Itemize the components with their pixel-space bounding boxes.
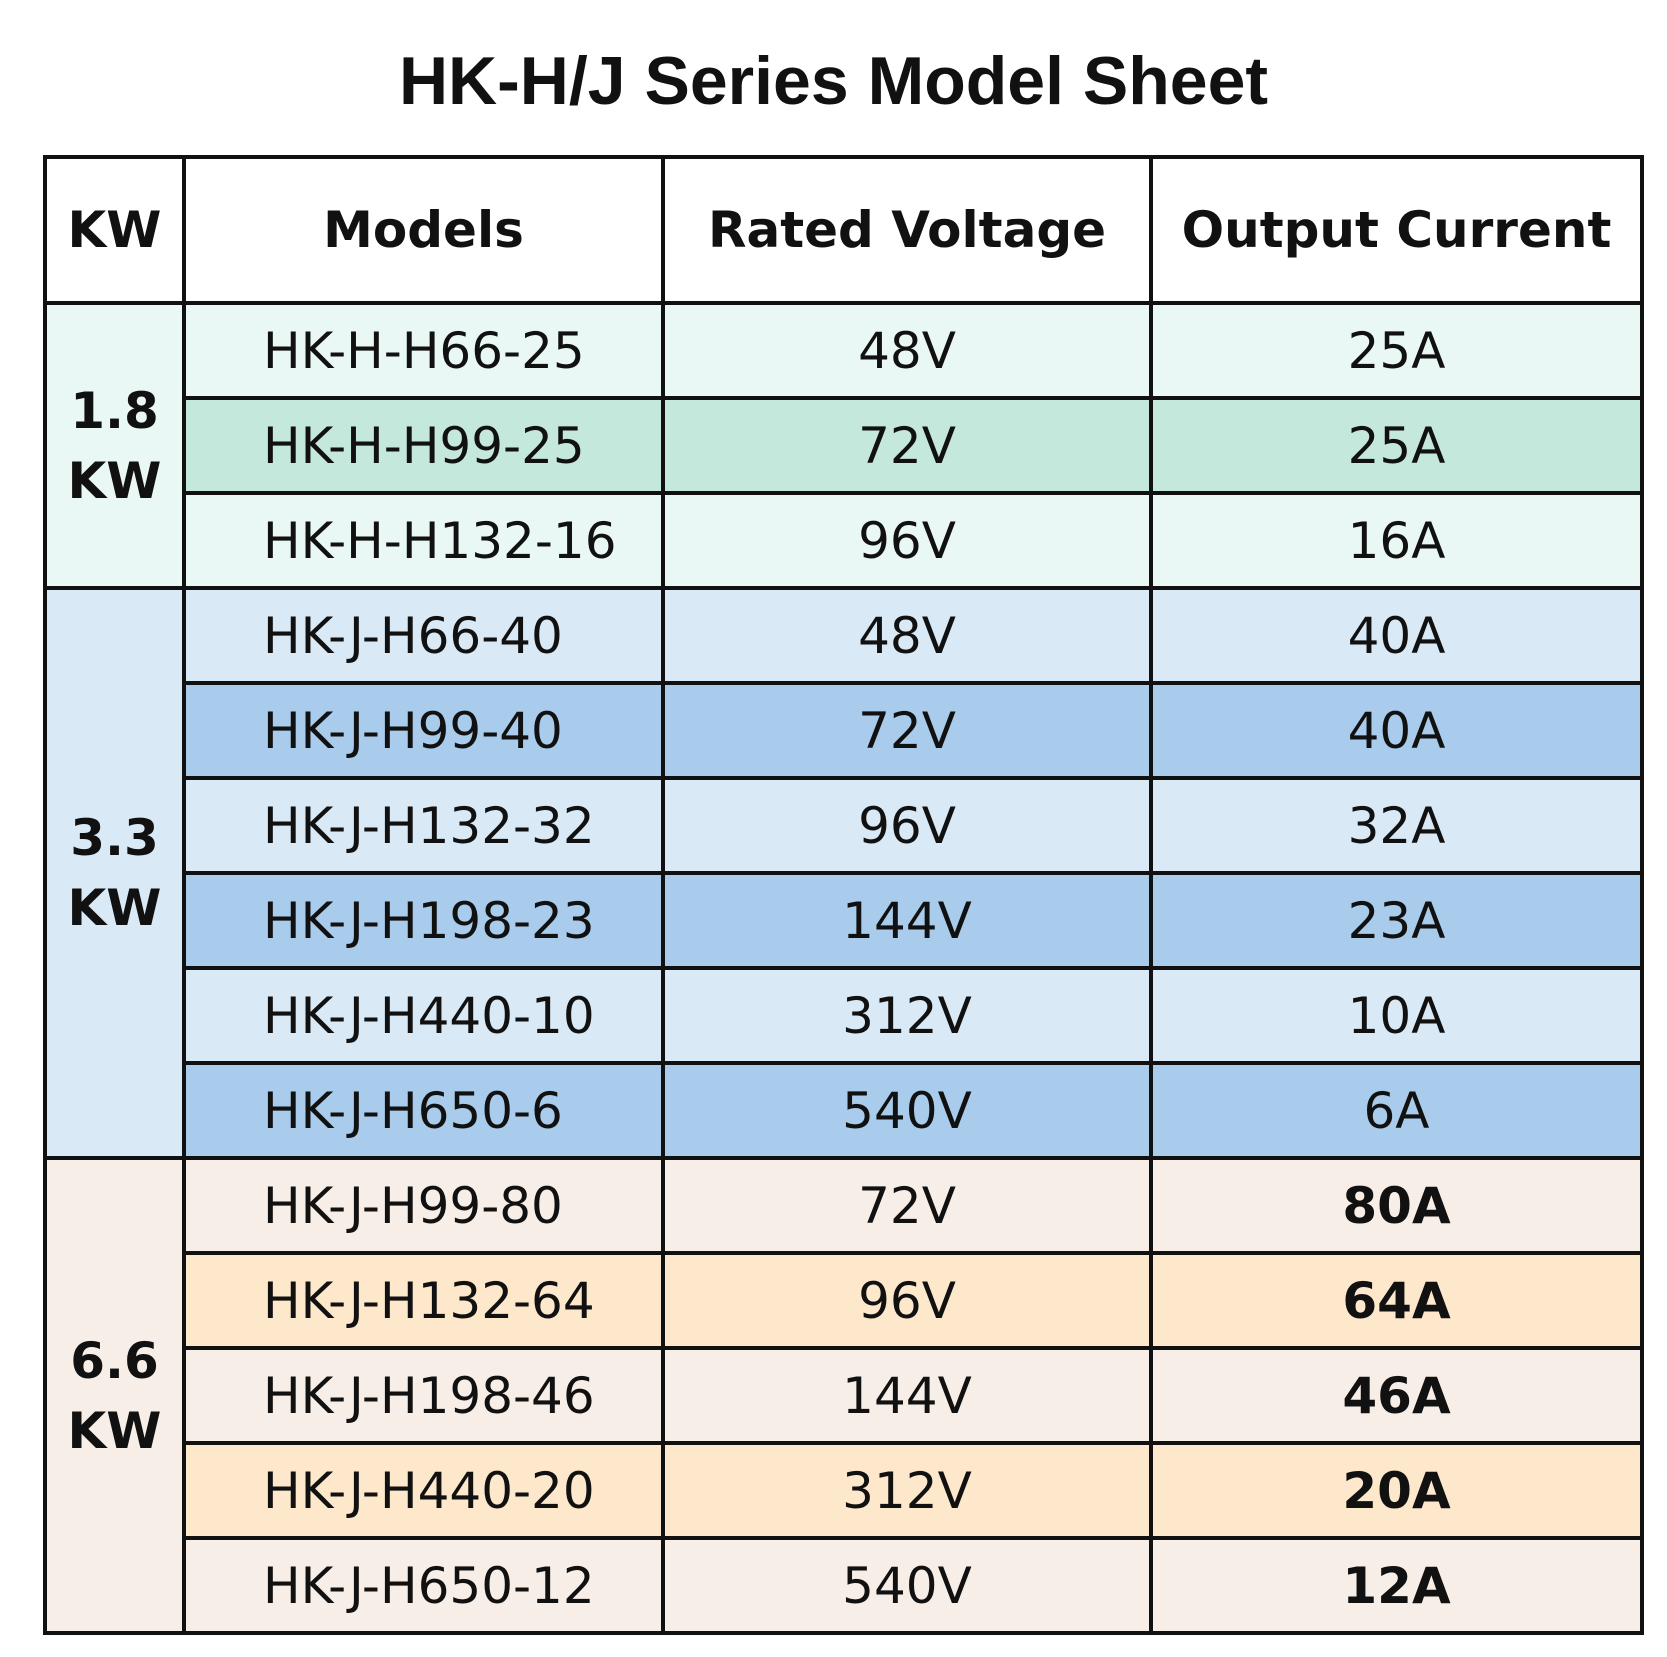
model-cell: HK-J-H66-40: [182, 586, 665, 685]
voltage-cell: 144V: [661, 1346, 1153, 1445]
voltage-cell: 540V: [661, 1061, 1153, 1160]
current-cell: 16A: [1149, 491, 1644, 590]
voltage-cell: 540V: [661, 1536, 1153, 1635]
table-body: 1.8 KW HK-H-H66-25 48V 25A HK-H-H99-25 72V 25A…: [43, 301, 1644, 1635]
model-cell: HK-J-H99-80: [182, 1156, 665, 1255]
kw-cell: 6.6 KW: [43, 1156, 186, 1635]
table-row: HK-J-H132-32 96V 32A: [45, 776, 1644, 875]
table-row: HK-J-H650-6 540V 6A: [45, 1061, 1644, 1160]
current-cell: 20A: [1149, 1441, 1644, 1540]
table-row: HK-J-H440-20 312V 20A: [45, 1441, 1644, 1540]
model-cell: HK-J-H132-64: [182, 1251, 665, 1350]
current-cell: 46A: [1149, 1346, 1644, 1445]
model-cell: HK-J-H440-20: [182, 1441, 665, 1540]
current-cell: 80A: [1149, 1156, 1644, 1255]
column-header: Rated Voltage: [661, 155, 1153, 305]
model-cell: HK-J-H198-23: [182, 871, 665, 970]
current-cell: 12A: [1149, 1536, 1644, 1635]
current-cell: 23A: [1149, 871, 1644, 970]
table-row: HK-J-H650-12 540V 12A: [45, 1536, 1644, 1635]
column-header: Models: [182, 155, 665, 305]
header-row: KW Models Rated Voltage Output Current: [43, 155, 1644, 305]
voltage-cell: 72V: [661, 396, 1153, 495]
table-row: HK-J-H440-10 312V 10A: [45, 966, 1644, 1065]
model-cell: HK-J-H650-12: [182, 1536, 665, 1635]
current-cell: 25A: [1149, 301, 1644, 400]
current-cell: 32A: [1149, 776, 1644, 875]
current-cell: 40A: [1149, 681, 1644, 780]
model-table: KW Models Rated Voltage Output Current 1.8 …: [43, 155, 1644, 1635]
voltage-cell: 48V: [661, 586, 1153, 685]
table-row: 1.8 KW HK-H-H66-25 48V 25A: [43, 301, 1644, 590]
model-cell: HK-J-H440-10: [182, 966, 665, 1065]
table-row: HK-H-H99-25 72V 25A: [45, 396, 1644, 495]
voltage-cell: 312V: [661, 1441, 1153, 1540]
column-header: KW: [43, 155, 186, 305]
table-row: 3.3 KW HK-J-H66-40 48V 40A: [43, 586, 1644, 1160]
voltage-cell: 96V: [661, 1251, 1153, 1350]
voltage-cell: 72V: [661, 681, 1153, 780]
table-row: HK-J-H132-64 96V 64A: [45, 1251, 1644, 1350]
current-cell: 40A: [1149, 586, 1644, 685]
voltage-cell: 144V: [661, 871, 1153, 970]
kw-cell: 1.8 KW: [43, 301, 186, 590]
model-cell: HK-H-H132-16: [182, 491, 665, 590]
table-row: HK-J-H198-46 144V 46A: [45, 1346, 1644, 1445]
voltage-cell: 96V: [661, 491, 1153, 590]
model-cell: HK-J-H198-46: [182, 1346, 665, 1445]
voltage-cell: 48V: [661, 301, 1153, 400]
voltage-cell: 96V: [661, 776, 1153, 875]
model-cell: HK-J-H99-40: [182, 681, 665, 780]
current-cell: 64A: [1149, 1251, 1644, 1350]
table-row: 6.6 KW HK-J-H99-80 72V 80A: [43, 1156, 1644, 1635]
table-row: HK-H-H132-16 96V 16A: [45, 491, 1644, 590]
table-row: HK-J-H99-40 72V 40A: [45, 681, 1644, 780]
current-cell: 10A: [1149, 966, 1644, 1065]
model-cell: HK-H-H66-25: [182, 301, 665, 400]
current-cell: 6A: [1149, 1061, 1644, 1160]
column-header: Output Current: [1149, 155, 1644, 305]
table-row: HK-J-H198-23 144V 23A: [45, 871, 1644, 970]
kw-cell: 3.3 KW: [43, 586, 186, 1160]
current-cell: 25A: [1149, 396, 1644, 495]
voltage-cell: 72V: [661, 1156, 1153, 1255]
model-cell: HK-J-H132-32: [182, 776, 665, 875]
voltage-cell: 312V: [661, 966, 1153, 1065]
model-cell: HK-H-H99-25: [182, 396, 665, 495]
title: HK-H/J Series Model Sheet: [398, 43, 1269, 119]
model-cell: HK-J-H650-6: [182, 1061, 665, 1160]
